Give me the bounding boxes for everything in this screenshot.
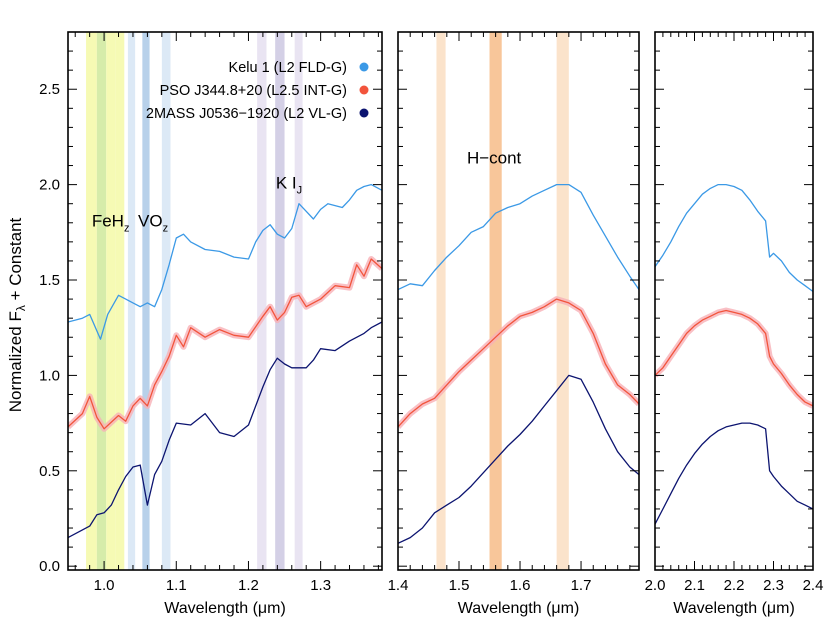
legend-entry-pso-j344-8-20-l2-5-int-g: PSO J344.8+20 (L2.5 INT-G) <box>160 83 347 99</box>
plot-frame <box>654 31 814 571</box>
x-tick-label: 1.7 <box>571 577 592 594</box>
x-tick-label: 1.5 <box>449 577 470 594</box>
feature-band-3 <box>115 32 125 570</box>
x-tick-label: 1.3 <box>310 577 331 594</box>
feature-band-5 <box>142 32 150 570</box>
x-tick-label: 1.2 <box>238 577 259 594</box>
plot-frame <box>67 31 383 571</box>
series-line-2mass-j0536-1920-l2-vl-g <box>655 422 813 525</box>
feature-band-8 <box>275 32 285 570</box>
feature-annotation-h-cont: H−cont <box>467 149 522 168</box>
y-axis-label-rest: + Constant <box>6 217 25 305</box>
panel-j-band: 1.0 1.1 1.2 1.3 0.0 0.5 1.0 1.5 2.0 2.5 Wavelength… <box>39 31 383 617</box>
legend-marker-pso-j344-8-20-l2-5-int-g <box>359 85 369 95</box>
x-tick-label: 2.4 <box>803 577 824 594</box>
y-tick-label: 2.5 <box>39 81 60 98</box>
legend-entry-2mass-j0536-1920-l2-vl-g: 2MASS J0536−1920 (L2 VL-G) <box>146 106 347 122</box>
series-line-pso-j344-8-20-l2-5-int-g <box>655 309 813 407</box>
panel-k-band: 2.0 2.1 2.2 2.3 2.4 Wavelength (μm) <box>645 31 824 617</box>
series-line-pso-j344-8-20-l2-5-int-g <box>68 258 382 430</box>
series-line-kelu-1-l2-fld-g <box>398 183 639 291</box>
x-axis-label: Wavelength (μm) <box>164 600 286 617</box>
series-error-band-pso-j344-8-20-l2-5-int-g <box>655 307 813 409</box>
y-tick-label: 2.0 <box>39 177 60 194</box>
x-tick-label: 2.1 <box>684 577 705 594</box>
feature-band-0 <box>436 32 446 570</box>
feature-band-7 <box>257 32 267 570</box>
series-line-2mass-j0536-1920-l2-vl-g <box>68 321 382 539</box>
x-axis-label: Wavelength (μm) <box>458 600 580 617</box>
x-tick-label: 2.0 <box>645 577 666 594</box>
x-tick-label: 1.0 <box>94 577 115 594</box>
x-tick-label: 1.6 <box>510 577 531 594</box>
feature-band-1 <box>489 32 502 570</box>
panel-h-band: 1.4 1.5 1.6 1.7 Wavelength (μm) H−cont <box>388 31 640 617</box>
series-line-2mass-j0536-1920-l2-vl-g <box>398 374 639 544</box>
feature-band-9 <box>294 32 303 570</box>
y-tick-label: 1.5 <box>39 272 60 289</box>
feature-annotation-vo: VOz <box>138 212 168 235</box>
series-line-kelu-1-l2-fld-g <box>68 183 382 340</box>
feature-band-1 <box>96 32 107 570</box>
legend-marker-2mass-j0536-1920-l2-vl-g <box>359 108 369 118</box>
y-axis-label-subscript: λ <box>14 305 28 311</box>
series-line-pso-j344-8-20-l2-5-int-g <box>398 298 639 428</box>
x-tick-label: 1.4 <box>388 577 409 594</box>
y-axis-label-main: Normalized F <box>6 311 25 412</box>
y-tick-label: 1.0 <box>39 367 60 384</box>
feature-annotation-feh: FeHz <box>92 212 130 235</box>
x-axis-label: Wavelength (μm) <box>673 600 795 617</box>
feature-annotation-k-i: K IJ <box>276 173 302 196</box>
legend-marker-kelu-1-l2-fld-g <box>359 62 369 72</box>
feature-band-6 <box>161 32 171 570</box>
feature-band-4 <box>127 32 136 570</box>
x-tick-label: 2.2 <box>724 577 745 594</box>
feature-band-2 <box>106 32 116 570</box>
y-axis-label: Normalized Fλ + Constant <box>6 217 28 412</box>
x-tick-label: 1.1 <box>166 577 187 594</box>
legend: Kelu 1 (L2 FLD-G) PSO J344.8+20 (L2.5 INT… <box>146 60 369 122</box>
y-tick-label: 0.0 <box>39 558 60 575</box>
legend-entry-kelu-1-l2-fld-g: Kelu 1 (L2 FLD-G) <box>229 60 347 76</box>
feature-band-0 <box>86 32 97 570</box>
plot-frame <box>397 31 640 571</box>
x-tick-label: 2.3 <box>763 577 784 594</box>
series-line-kelu-1-l2-fld-g <box>655 183 813 293</box>
y-tick-label: 0.5 <box>39 463 60 480</box>
